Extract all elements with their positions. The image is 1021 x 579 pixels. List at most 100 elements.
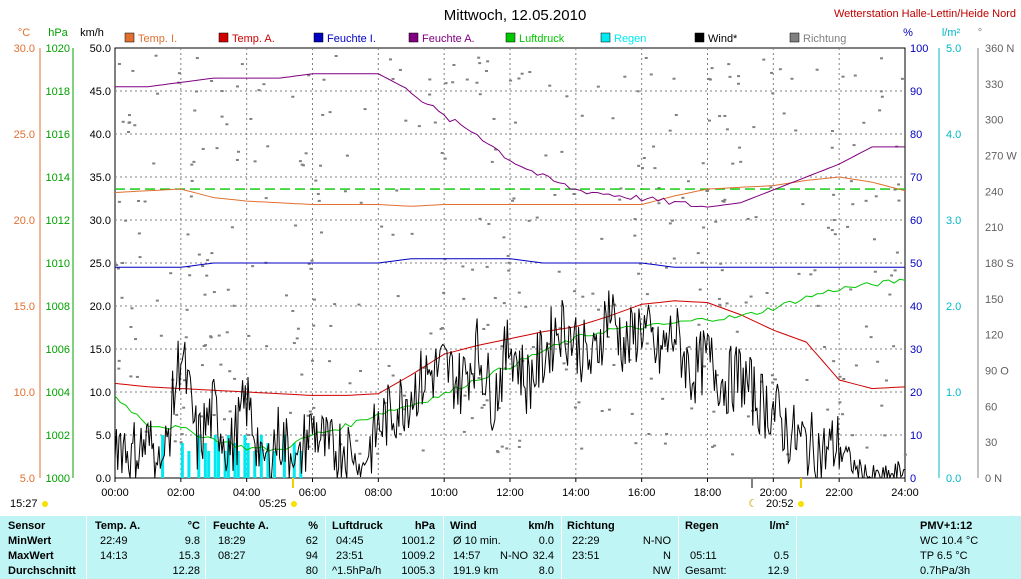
temp-max-time: 14:13 — [100, 550, 128, 562]
direction-point — [130, 307, 134, 310]
direction-point — [121, 120, 125, 123]
stats-panel: Sensor MinWert MaxWert Durchschnitt Temp… — [0, 516, 1021, 579]
y-tick-direction: 60 — [985, 401, 997, 413]
direction-point — [653, 167, 657, 170]
direction-point — [465, 78, 469, 81]
direction-point — [686, 180, 690, 183]
y-tick-rain: 4.0 — [946, 129, 961, 141]
temp-unit: °C — [187, 520, 200, 532]
direction-point — [249, 117, 253, 120]
rain-bar — [273, 451, 276, 478]
direction-point — [154, 54, 158, 57]
y-tick-wind: 30.0 — [90, 215, 111, 227]
direction-point — [865, 446, 869, 449]
direction-point — [121, 262, 125, 265]
dir-min: N-NO — [642, 535, 671, 547]
direction-point — [194, 90, 198, 93]
direction-point — [284, 294, 288, 297]
direction-point — [247, 334, 251, 337]
direction-point — [296, 327, 300, 330]
y-tick-pressure: 1000 — [46, 473, 70, 485]
direction-point — [478, 217, 482, 220]
direction-point — [391, 374, 395, 377]
direction-point — [497, 407, 501, 410]
y-tick-temp: 30.0 — [14, 43, 35, 55]
x-tick-label: 12:00 — [496, 487, 524, 499]
legend-label: Feuchte I. — [327, 33, 376, 45]
x-tick-label: 22:00 — [825, 487, 853, 499]
y-tick-temp: 15.0 — [14, 301, 35, 313]
rain-total: 12.9 — [767, 565, 789, 577]
direction-point — [663, 442, 667, 445]
direction-point — [746, 415, 750, 418]
legend-label: Temp. I. — [138, 33, 177, 45]
direction-point — [711, 445, 715, 448]
y-tick-direction: 330 — [985, 79, 1003, 91]
unit-pressure: hPa — [48, 27, 68, 39]
y-tick-pressure: 1006 — [46, 344, 70, 356]
wind-max-time: 14:57 — [453, 550, 481, 562]
direction-point — [189, 195, 193, 198]
direction-point — [505, 447, 509, 450]
direction-point — [703, 365, 707, 368]
direction-point — [517, 445, 521, 448]
rain-bar — [243, 435, 247, 478]
direction-point — [577, 401, 581, 404]
direction-point — [815, 68, 819, 71]
direction-point — [735, 330, 739, 333]
direction-point — [842, 377, 846, 380]
direction-point — [623, 75, 627, 78]
press-max-time: 23:51 — [336, 550, 364, 562]
y-tick-direction: 300 — [985, 115, 1003, 127]
rain-bar — [233, 443, 237, 478]
y-tick-wind: 50.0 — [90, 43, 111, 55]
unit-direction: ° — [978, 27, 982, 39]
x-tick-label: 18:00 — [694, 487, 722, 499]
direction-point — [801, 203, 805, 206]
direction-point — [452, 63, 456, 66]
direction-point — [247, 434, 251, 437]
x-tick-label: 04:00 — [233, 487, 261, 499]
hum-max-time: 08:27 — [218, 550, 246, 562]
direction-point — [316, 192, 320, 195]
direction-point — [668, 129, 672, 132]
direction-point — [173, 440, 177, 443]
direction-point — [833, 233, 837, 236]
direction-point — [727, 63, 731, 66]
direction-point — [773, 378, 777, 381]
series-temp-out — [114, 300, 906, 396]
direction-point — [878, 109, 882, 112]
press-min: 1001.2 — [401, 535, 435, 547]
direction-point — [746, 217, 750, 220]
direction-point — [873, 238, 877, 241]
direction-point — [403, 394, 407, 397]
direction-point — [797, 272, 801, 275]
direction-point — [451, 81, 455, 84]
dir-min-time: 22:29 — [572, 535, 600, 547]
direction-point — [723, 114, 727, 117]
direction-point — [188, 274, 192, 277]
direction-point — [708, 78, 712, 81]
wind-header: Wind — [450, 520, 477, 532]
direction-point — [127, 114, 131, 117]
direction-point — [182, 406, 186, 409]
station-name: Wetterstation Halle-Lettin/Heide Nord — [834, 8, 1016, 20]
y-tick-humidity: 70 — [910, 172, 922, 184]
direction-point — [131, 69, 135, 72]
direction-point — [591, 292, 595, 295]
y-tick-wind: 45.0 — [90, 86, 111, 98]
direction-point — [417, 125, 421, 128]
direction-point — [752, 126, 756, 129]
x-tick-label: 20:00 — [760, 487, 788, 499]
direction-point — [398, 433, 402, 436]
direction-point — [707, 119, 711, 122]
direction-point — [463, 394, 467, 397]
y-tick-direction: 120 — [985, 330, 1003, 342]
y-tick-wind: 35.0 — [90, 172, 111, 184]
legend-label: Temp. A. — [232, 33, 275, 45]
direction-point — [700, 261, 704, 264]
y-tick-direction: 0 N — [985, 473, 1002, 485]
direction-point — [217, 334, 221, 337]
direction-point — [443, 157, 447, 160]
rain-bar — [253, 451, 257, 478]
